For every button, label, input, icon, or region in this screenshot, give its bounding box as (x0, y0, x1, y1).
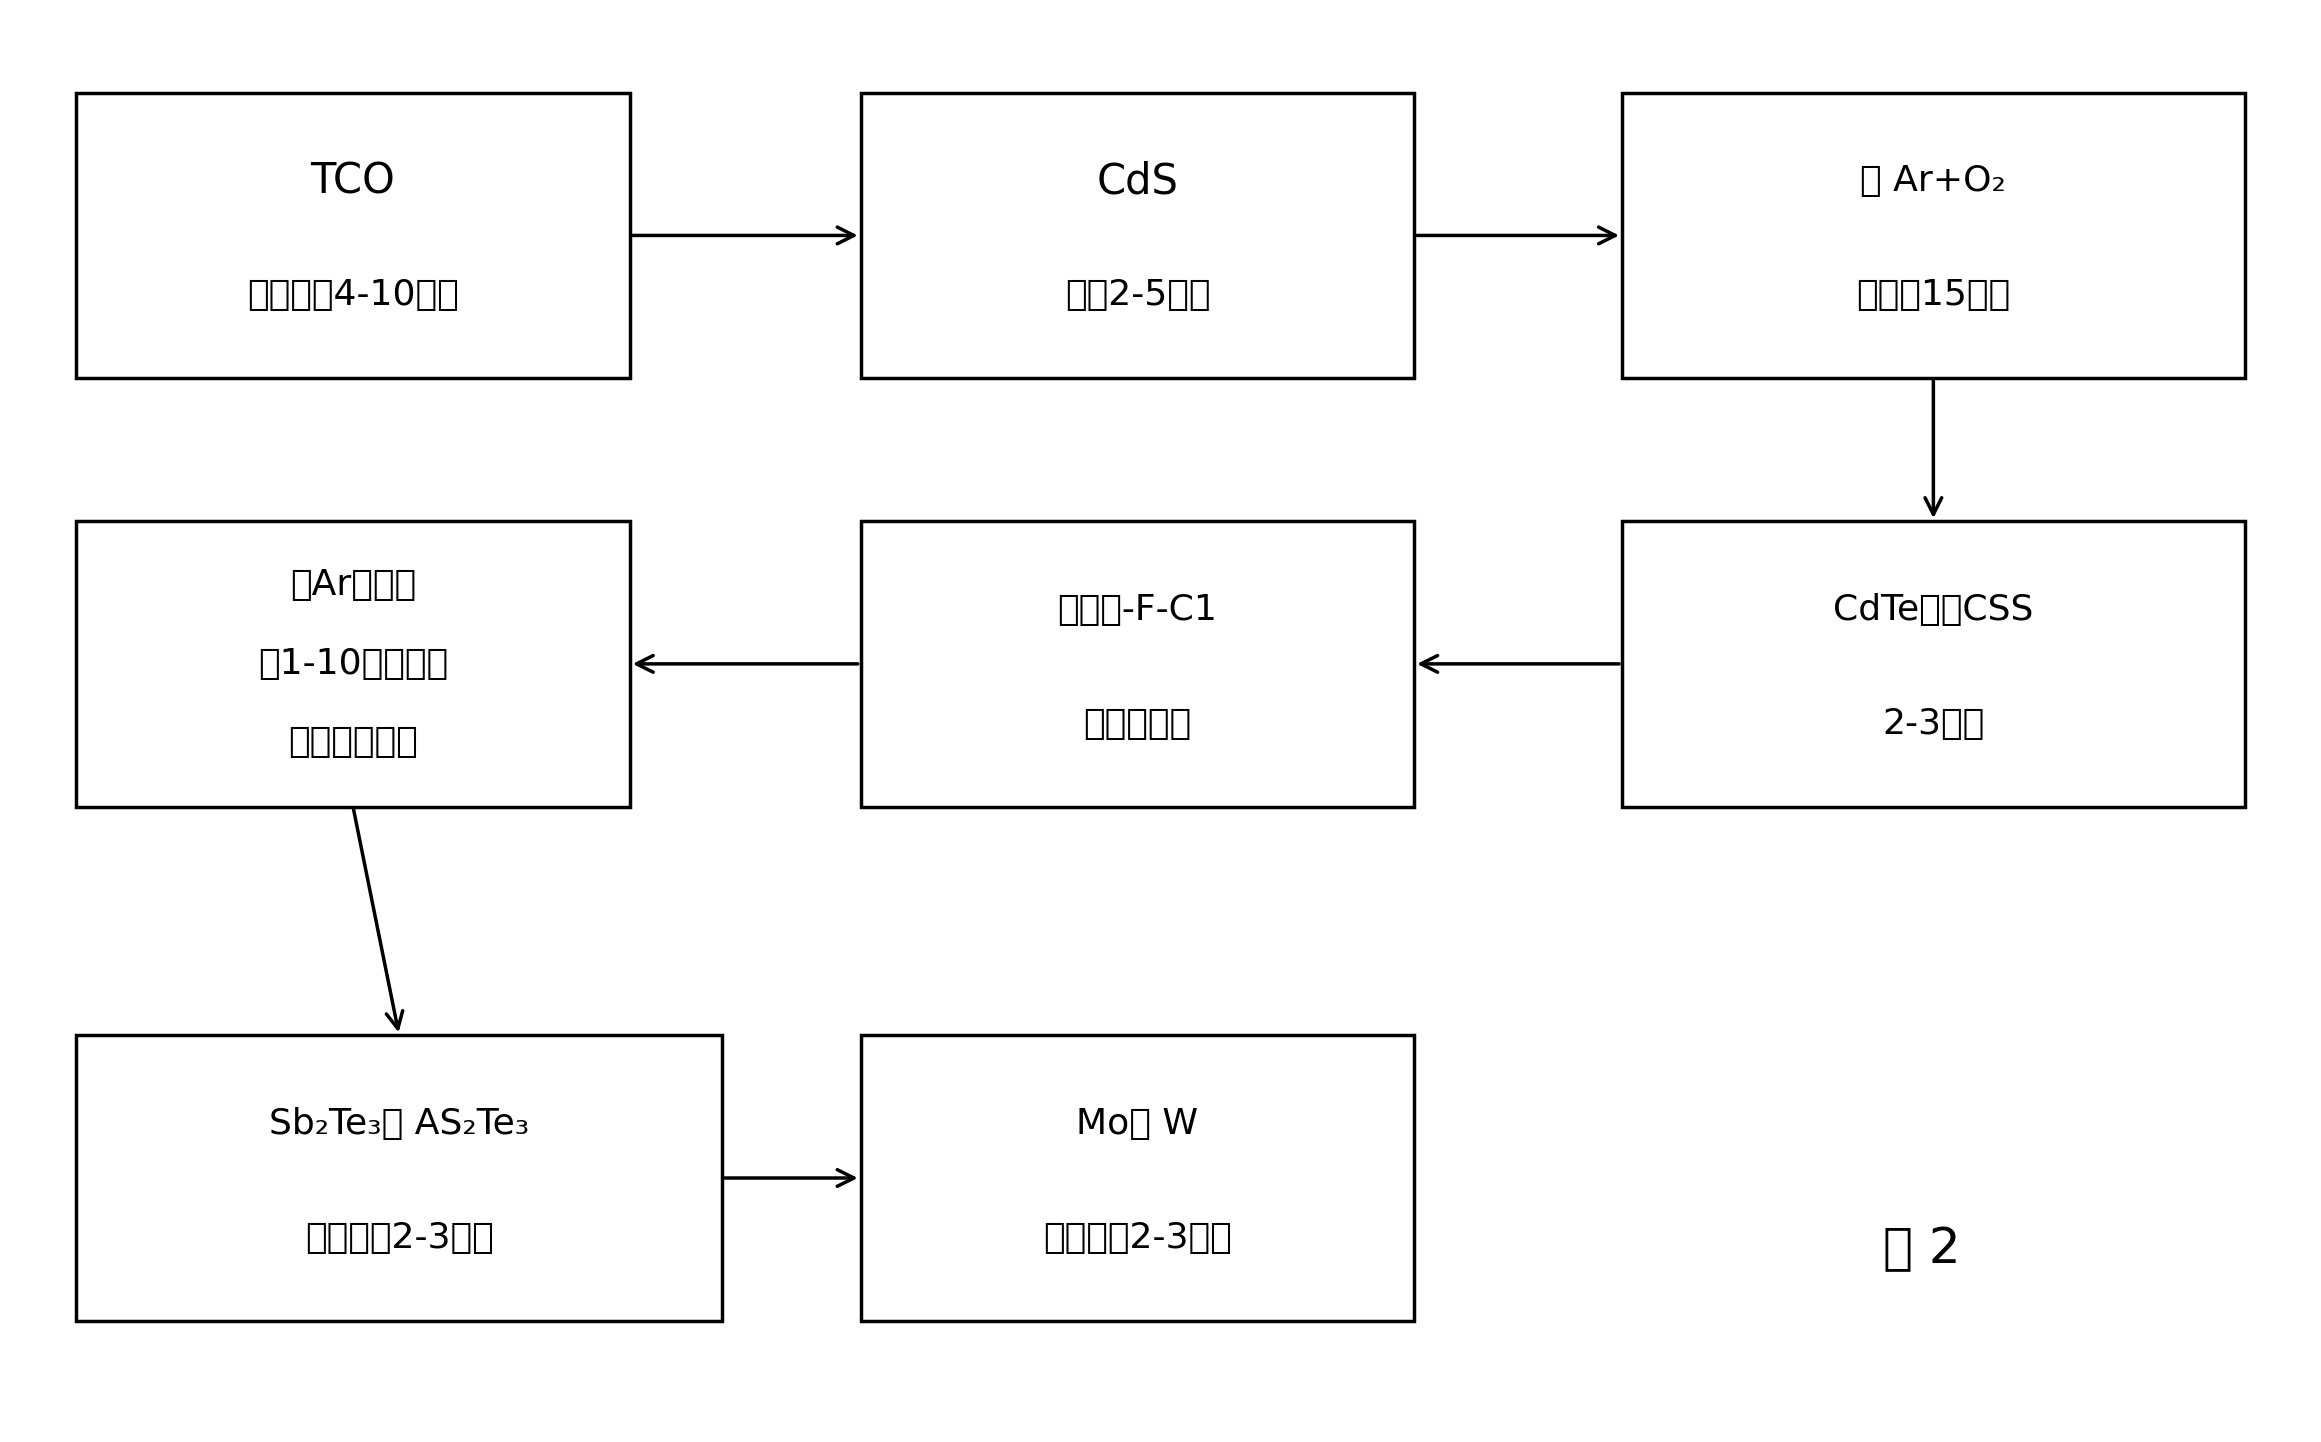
Text: 图 2: 图 2 (1882, 1226, 1961, 1273)
Text: （1-10分钟）；: （1-10分钟）； (258, 647, 448, 681)
Text: 在 Ar+O₂: 在 Ar+O₂ (1861, 164, 2005, 198)
Bar (861, 521, 1413, 806)
Text: 通过溅射2-3分钟: 通过溅射2-3分钟 (304, 1221, 494, 1255)
Text: 通过溅射4-10分钟: 通过溅射4-10分钟 (246, 278, 460, 313)
Bar (77, 521, 629, 806)
Text: 通过溅射2-3吆钟: 通过溅射2-3吆钟 (1042, 1221, 1232, 1255)
Bar (1622, 521, 2244, 806)
Text: 溅射2-5分钟: 溅射2-5分钟 (1065, 278, 1209, 313)
Text: 2-3分钟: 2-3分钟 (1882, 707, 1984, 741)
Text: （氢）-F-C1: （氢）-F-C1 (1058, 593, 1219, 627)
Text: 碳真空处理: 碳真空处理 (1084, 707, 1191, 741)
Text: CdTe通过CSS: CdTe通过CSS (1834, 593, 2033, 627)
Bar (77, 92, 629, 378)
Text: 在真空中退火: 在真空中退火 (288, 725, 418, 760)
Text: 中退火15分钟: 中退火15分钟 (1857, 278, 2010, 313)
Bar (77, 1035, 722, 1321)
Text: Mo或 W: Mo或 W (1077, 1106, 1198, 1141)
Text: Sb₂Te₃或 AS₂Te₃: Sb₂Te₃或 AS₂Te₃ (269, 1106, 529, 1141)
Bar (861, 1035, 1413, 1321)
Text: 在Ar中退火: 在Ar中退火 (290, 568, 415, 603)
Text: CdS: CdS (1096, 160, 1179, 202)
Bar (861, 92, 1413, 378)
Bar (1622, 92, 2244, 378)
Text: TCO: TCO (311, 160, 395, 202)
